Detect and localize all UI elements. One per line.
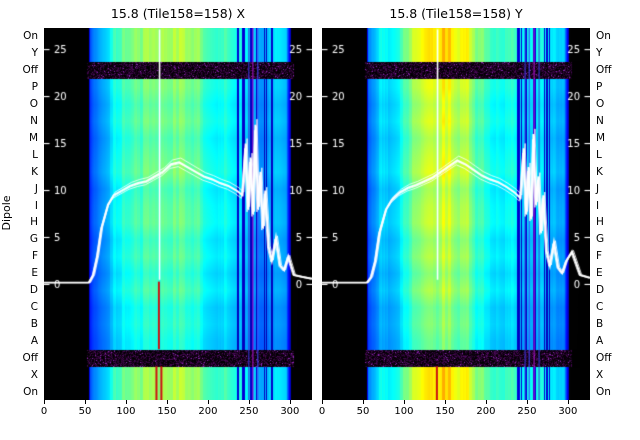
- x-tick-mark: [44, 400, 45, 404]
- row-label-left-x-20: X: [30, 368, 38, 381]
- row-label-left-off-19: Off: [22, 351, 39, 364]
- row-label-right-e-14: E: [596, 267, 603, 280]
- x-tick-mark: [362, 400, 364, 404]
- row-label-left-g-12: G: [29, 233, 38, 246]
- row-label-right-m-6: M: [596, 131, 606, 144]
- x-tick-label: 100: [116, 406, 136, 417]
- row-label-left-e-14: E: [31, 267, 38, 280]
- x-tick-label: 150: [435, 406, 455, 417]
- x-tick-label: 0: [40, 406, 48, 417]
- x-tick-label: 300: [280, 406, 300, 417]
- x-tick-label: 300: [558, 406, 578, 417]
- panel-title-x: 15.8 (Tile158=158) X: [110, 6, 246, 21]
- row-label-right-h-11: H: [596, 216, 604, 229]
- row-label-right-on-0: On: [596, 30, 611, 43]
- x-tick-mark: [166, 400, 168, 404]
- row-label-left-b-17: B: [30, 317, 38, 330]
- row-label-left-o-4: O: [29, 98, 38, 111]
- x-tick-mark: [526, 400, 528, 404]
- row-label-right-j-9: J: [596, 182, 600, 195]
- x-tick-mark: [289, 400, 291, 404]
- row-label-right-i-10: I: [596, 199, 600, 212]
- x-tick-label: 0: [318, 406, 326, 417]
- x-tick-label: 50: [356, 406, 370, 417]
- x-tick-mark: [207, 400, 209, 404]
- x-tick-mark: [403, 400, 405, 404]
- row-label-right-a-18: A: [596, 334, 604, 347]
- x-tick-mark: [322, 400, 323, 404]
- x-tick-mark: [444, 400, 446, 404]
- row-label-right-g-12: G: [596, 233, 605, 246]
- row-label-right-b-17: B: [596, 317, 604, 330]
- x-tick-mark: [125, 400, 127, 404]
- row-label-right-d-15: D: [596, 284, 605, 297]
- row-label-right-f-13: F: [596, 250, 603, 263]
- row-label-right-n-5: N: [596, 115, 604, 127]
- row-label-right-y-1: Y: [596, 47, 603, 60]
- heatmap-canvas-x: [44, 28, 312, 400]
- row-label-left-y-1: Y: [31, 47, 38, 60]
- heatmap-canvas-y: [322, 28, 590, 400]
- row-label-left-j-9: J: [34, 182, 38, 195]
- row-label-right-p-3: P: [596, 81, 603, 94]
- row-label-left-n-5: N: [30, 115, 38, 127]
- row-label-right-k-8: K: [596, 165, 603, 178]
- row-label-left-i-10: I: [34, 199, 38, 212]
- panel-title-y: 15.8 (Tile158=158) Y: [389, 6, 523, 21]
- row-label-left-l-7: L: [32, 148, 38, 161]
- x-tick-mark: [567, 400, 569, 404]
- row-label-right-l-7: L: [596, 148, 602, 161]
- x-tick-label: 200: [198, 406, 218, 417]
- row-label-left-k-8: K: [31, 165, 38, 178]
- row-label-left-on-21: On: [23, 385, 38, 398]
- x-tick-label: 100: [394, 406, 414, 417]
- x-tick-mark: [84, 400, 86, 404]
- row-label-right-off-19: Off: [596, 351, 612, 364]
- row-label-left-c-16: C: [30, 301, 38, 313]
- x-tick-mark: [485, 400, 487, 404]
- row-label-right-on-21: On: [596, 385, 611, 398]
- row-label-right-x-20: X: [596, 368, 604, 381]
- row-label-left-on-0: On: [23, 30, 38, 43]
- x-tick-label: 250: [517, 406, 537, 417]
- x-tick-label: 150: [157, 406, 177, 417]
- row-label-left-off-2: Off: [22, 64, 39, 77]
- row-label-left-p-3: P: [31, 81, 38, 94]
- x-tick-label: 250: [239, 406, 259, 417]
- row-label-left-m-6: M: [28, 131, 38, 144]
- x-tick-label: 50: [78, 406, 92, 417]
- row-label-left-f-13: F: [31, 250, 38, 263]
- row-label-right-off-2: Off: [596, 64, 612, 77]
- row-label-right-c-16: C: [596, 301, 604, 313]
- row-label-left-d-15: D: [29, 284, 38, 297]
- row-label-left-h-11: H: [30, 216, 38, 229]
- x-tick-mark: [248, 400, 250, 404]
- row-label-right-o-4: O: [596, 98, 605, 111]
- x-tick-label: 200: [476, 406, 496, 417]
- row-label-left-a-18: A: [30, 334, 38, 347]
